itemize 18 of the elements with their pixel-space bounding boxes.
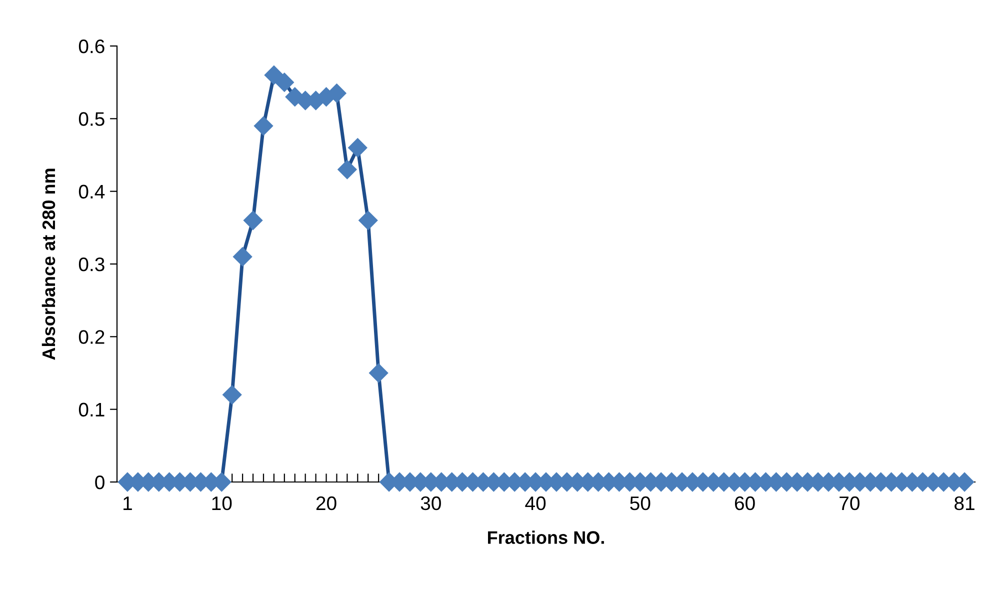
x-tick-label: 20 [316, 496, 336, 510]
y-tick-label: 0 [95, 475, 104, 490]
y-tick-label: 0.5 [78, 112, 104, 126]
x-tick-label: 40 [525, 496, 546, 510]
y-tick-label: 0.6 [78, 39, 104, 54]
x-tick-label: 10 [212, 496, 232, 510]
y-tick-label: 0.3 [78, 257, 104, 272]
x-tick-label: 70 [840, 496, 860, 510]
x-tick-label: 50 [630, 496, 650, 510]
y-tick-label: 0.2 [78, 330, 104, 344]
x-axis-title: Fractions NO. [488, 530, 604, 544]
x-tick-label: 60 [734, 496, 755, 510]
x-tick-label: 81 [954, 496, 974, 510]
x-tick-label: 30 [420, 496, 441, 510]
y-tick-label: 0.4 [78, 184, 105, 199]
x-tick-label: 1 [124, 496, 132, 510]
y-tick-label: 0.1 [78, 402, 104, 417]
y-axis-title: Absorbance at 280 nm [42, 168, 56, 360]
